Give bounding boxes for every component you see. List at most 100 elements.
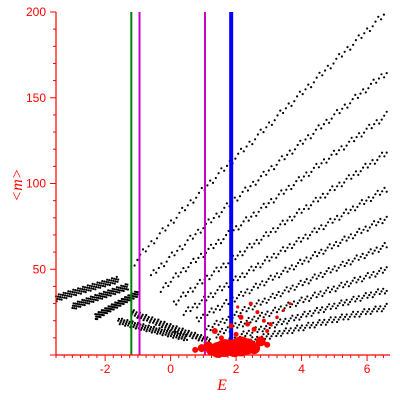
data-point — [303, 259, 306, 262]
data-point — [77, 305, 80, 308]
data-point — [159, 322, 162, 325]
data-point — [255, 302, 258, 305]
data-point — [319, 308, 322, 312]
data-point — [301, 93, 304, 96]
data-point — [336, 214, 339, 217]
data-point — [273, 296, 276, 300]
y-tick-label: 100 — [26, 177, 46, 191]
data-point — [369, 162, 372, 165]
data-point — [311, 276, 314, 279]
data-point — [280, 334, 283, 337]
data-point — [368, 308, 371, 311]
data-point — [371, 159, 374, 162]
data-point — [328, 318, 331, 321]
data-point — [179, 271, 182, 274]
data-point — [367, 196, 370, 199]
data-point — [99, 295, 102, 298]
data-point — [196, 282, 199, 285]
data-point — [224, 266, 227, 269]
data-point — [149, 274, 153, 277]
data-point — [268, 337, 271, 340]
data-point — [269, 274, 272, 277]
data-point — [67, 290, 70, 293]
data-point — [110, 279, 113, 282]
data-point — [197, 320, 200, 323]
data-point — [297, 282, 300, 285]
data-point — [95, 285, 98, 289]
data-point — [378, 122, 381, 125]
data-point — [359, 299, 362, 302]
data-point — [242, 330, 245, 333]
data-point — [254, 138, 257, 141]
data-point — [377, 307, 380, 310]
data-point — [373, 249, 376, 252]
data-point — [312, 200, 315, 203]
data-point — [371, 310, 374, 313]
data-point — [300, 179, 303, 182]
y-tick-label: 200 — [26, 5, 46, 19]
data-point — [81, 298, 84, 301]
data-point — [184, 329, 187, 332]
data-point — [100, 292, 103, 295]
data-point — [366, 272, 369, 275]
data-point — [169, 219, 173, 222]
data-point — [350, 298, 353, 301]
data-point — [267, 298, 270, 301]
data-point — [140, 326, 143, 330]
data-point — [255, 238, 258, 242]
data-point — [75, 307, 78, 310]
data-point — [136, 316, 139, 319]
data-point — [357, 173, 360, 176]
data-point — [295, 180, 298, 183]
data-point — [330, 288, 333, 291]
data-point — [221, 327, 224, 330]
data-point — [302, 207, 306, 211]
data-point — [145, 330, 148, 333]
data-point — [342, 304, 345, 307]
data-point — [172, 300, 175, 303]
data-point — [119, 286, 122, 290]
data-point — [159, 320, 163, 323]
data-point — [275, 311, 279, 314]
data-point — [265, 173, 268, 176]
data-point — [102, 314, 105, 317]
data-point — [147, 316, 150, 319]
data-point — [317, 293, 320, 296]
data-point — [87, 289, 90, 292]
data-point — [239, 312, 242, 315]
data-point — [331, 185, 334, 188]
data-point — [245, 319, 248, 322]
data-point — [182, 332, 185, 336]
data-point — [184, 294, 187, 297]
data-point — [271, 278, 274, 281]
data-point — [254, 282, 257, 285]
data-point — [296, 313, 299, 317]
data-point — [347, 236, 350, 239]
data-point — [181, 248, 184, 251]
data-point — [258, 328, 261, 331]
data-point — [71, 304, 75, 307]
data-point — [117, 278, 120, 281]
data-point — [314, 196, 317, 199]
data-point — [175, 325, 178, 328]
data-point — [351, 98, 354, 101]
data-point — [383, 241, 386, 245]
data-point — [79, 292, 82, 295]
data-point — [212, 311, 215, 314]
data-point — [197, 256, 200, 259]
data-point — [242, 150, 245, 153]
data-point — [302, 329, 305, 332]
data-point — [288, 149, 291, 152]
data-point — [336, 320, 339, 324]
data-point — [142, 319, 145, 322]
data-point — [207, 324, 210, 328]
data-point — [253, 242, 256, 245]
data-point — [158, 232, 161, 235]
data-point — [96, 299, 99, 302]
data-point — [380, 118, 383, 121]
data-point — [109, 281, 112, 284]
data-point — [295, 240, 298, 243]
data-point — [105, 293, 109, 296]
data-point — [117, 317, 121, 320]
data-point — [347, 212, 350, 215]
